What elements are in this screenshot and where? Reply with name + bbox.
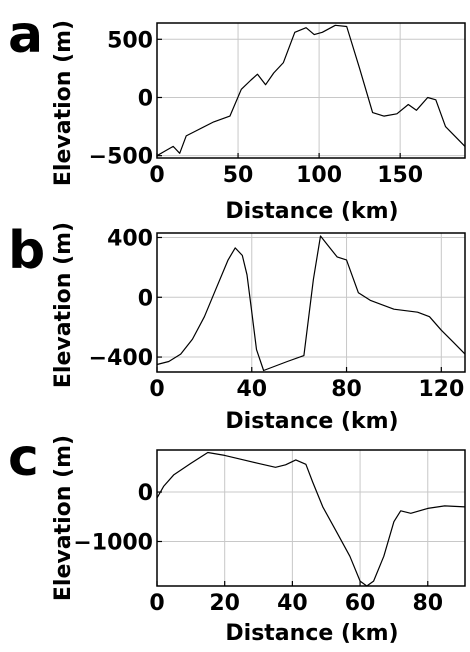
panel-b: b Elevation (m) Distance (km) 0 40 80 120 −4…	[8, 221, 466, 434]
x-tick-label: 40	[236, 377, 267, 402]
x-tick-label: 40	[277, 591, 308, 616]
panel-c-y-axis-title: Elevation (m)	[51, 435, 76, 601]
y-tick-label: −1000	[73, 530, 153, 555]
panel-a: a Elevation (m) Distance (km) 0 50 100 150 −…	[8, 5, 466, 224]
x-tick-label: 0	[149, 591, 164, 616]
panel-a-letter: a	[8, 5, 43, 65]
x-tick-label: 80	[331, 377, 362, 402]
x-tick-label: 50	[223, 163, 254, 188]
panel-b-x-axis-title: Distance (km)	[225, 409, 398, 434]
x-tick-label: 0	[149, 163, 164, 188]
panel-a-y-axis-title: Elevation (m)	[51, 20, 76, 186]
panel-b-y-axis-title: Elevation (m)	[51, 222, 76, 388]
panel-c-x-axis-title: Distance (km)	[225, 621, 398, 646]
x-tick-label: 20	[209, 591, 240, 616]
y-tick-label: 500	[107, 28, 153, 53]
y-tick-label: −500	[89, 145, 153, 170]
y-tick-label: 0	[138, 286, 153, 311]
y-tick-label: 0	[138, 86, 153, 111]
x-tick-label: 100	[296, 163, 342, 188]
plot-frame	[156, 449, 466, 587]
elevation-profile-line	[156, 451, 466, 587]
elevation-profile-line	[156, 235, 466, 372]
y-tick-label: −400	[89, 346, 153, 371]
y-tick-label: 0	[138, 481, 153, 506]
panel-b-letter: b	[8, 221, 45, 281]
panel-c-letter: c	[8, 428, 39, 488]
x-tick-label: 0	[149, 377, 164, 402]
panel-c: c Elevation (m) Distance (km) 0 20 40 60 80 0…	[8, 428, 466, 646]
plot-frame	[156, 232, 466, 373]
x-tick-label: 80	[412, 591, 443, 616]
y-tick-label: 400	[107, 226, 153, 251]
plot-frame	[156, 22, 466, 159]
x-tick-label: 150	[377, 163, 423, 188]
panel-a-x-axis-title: Distance (km)	[225, 199, 398, 224]
x-tick-label: 60	[345, 591, 376, 616]
elevation-profile-line	[156, 24, 466, 157]
x-tick-label: 120	[418, 377, 464, 402]
